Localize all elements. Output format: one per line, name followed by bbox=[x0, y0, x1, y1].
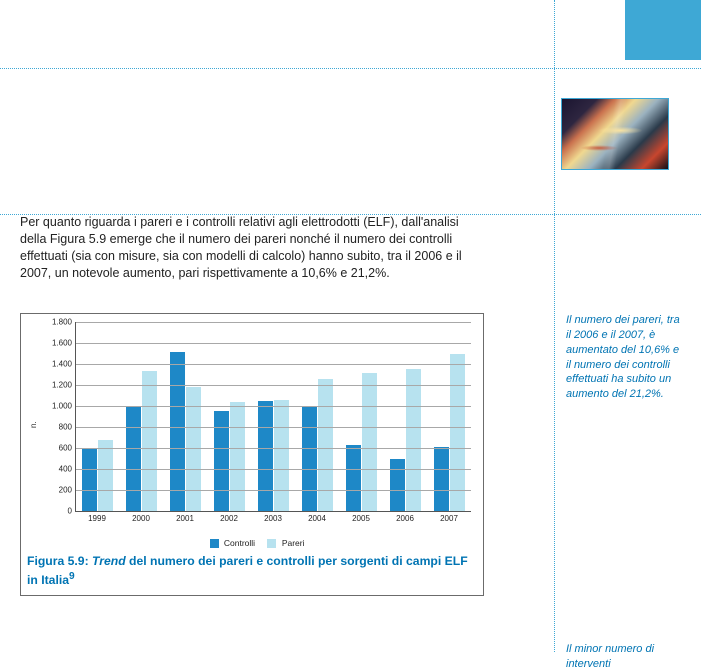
legend-label-pareri: Pareri bbox=[282, 538, 305, 548]
ytick-label: 600 bbox=[46, 444, 72, 453]
xcat-label: 1999 bbox=[75, 514, 119, 526]
gridline bbox=[76, 322, 471, 323]
bar-controlli bbox=[434, 447, 449, 511]
bar-group bbox=[208, 322, 252, 511]
legend-swatch-pareri bbox=[267, 539, 276, 548]
bar-group bbox=[252, 322, 296, 511]
bar-controlli bbox=[346, 445, 361, 511]
figure-caption: Figura 5.9: Trend del numero dei pareri … bbox=[27, 554, 477, 589]
bar-group bbox=[339, 322, 383, 511]
legend-label-controlli: Controlli bbox=[224, 538, 255, 548]
ytick-label: 200 bbox=[46, 486, 72, 495]
bar-group bbox=[383, 322, 427, 511]
chart-plot: 02004006008001.0001.2001.4001.6001.800 bbox=[75, 322, 471, 512]
ytick-label: 400 bbox=[46, 465, 72, 474]
gridline bbox=[76, 469, 471, 470]
gridline bbox=[76, 343, 471, 344]
gridline bbox=[76, 448, 471, 449]
figcap-sup: 9 bbox=[69, 571, 75, 582]
chart-bars bbox=[76, 322, 471, 511]
dotted-rule-1 bbox=[0, 68, 701, 69]
gridline bbox=[76, 385, 471, 386]
ytick-label: 800 bbox=[46, 423, 72, 432]
ytick-label: 1.200 bbox=[46, 381, 72, 390]
chart-ylabel: n. bbox=[29, 421, 38, 428]
xcat-label: 2004 bbox=[295, 514, 339, 526]
xcat-label: 2003 bbox=[251, 514, 295, 526]
xcat-label: 2000 bbox=[119, 514, 163, 526]
ytick-label: 1.600 bbox=[46, 339, 72, 348]
xcat-label: 2001 bbox=[163, 514, 207, 526]
bar-group bbox=[164, 322, 208, 511]
sidenote-2: Il minor numero di interventi bbox=[566, 642, 696, 672]
bar-controlli bbox=[126, 406, 141, 511]
gridline bbox=[76, 490, 471, 491]
ytick-label: 0 bbox=[46, 507, 72, 516]
figure-5-9: n. 02004006008001.0001.2001.4001.6001.80… bbox=[20, 313, 484, 596]
body-paragraph: Per quanto riguarda i pareri e i control… bbox=[20, 214, 480, 282]
bar-pareri bbox=[98, 440, 113, 511]
figcap-italic: Trend bbox=[92, 554, 126, 568]
bar-group bbox=[76, 322, 120, 511]
sidenote-1: Il numero dei pareri, tra il 2006 e il 2… bbox=[566, 313, 686, 402]
ytick-label: 1.800 bbox=[46, 318, 72, 327]
ytick-label: 1.400 bbox=[46, 360, 72, 369]
bar-controlli bbox=[302, 406, 317, 511]
figcap-prefix: Figura 5.9: bbox=[27, 554, 92, 568]
bar-group bbox=[295, 322, 339, 511]
xcat-label: 2002 bbox=[207, 514, 251, 526]
bar-pareri bbox=[230, 402, 245, 511]
bar-controlli bbox=[82, 448, 97, 511]
bar-group bbox=[427, 322, 471, 511]
chart-legend: Controlli Pareri bbox=[27, 538, 477, 548]
xcat-label: 2006 bbox=[383, 514, 427, 526]
bar-group bbox=[120, 322, 164, 511]
bar-pareri bbox=[318, 379, 333, 511]
bar-pareri bbox=[274, 400, 289, 511]
bar-controlli bbox=[170, 352, 185, 511]
chart-area: n. 02004006008001.0001.2001.4001.6001.80… bbox=[47, 322, 473, 534]
gridline bbox=[76, 406, 471, 407]
gridline bbox=[76, 427, 471, 428]
xcat-label: 2007 bbox=[427, 514, 471, 526]
bar-controlli bbox=[258, 401, 273, 511]
xcat-label: 2005 bbox=[339, 514, 383, 526]
dotted-rule-vertical bbox=[554, 0, 555, 652]
gridline bbox=[76, 364, 471, 365]
bar-pareri bbox=[450, 354, 465, 512]
ytick-label: 1.000 bbox=[46, 402, 72, 411]
bar-controlli bbox=[390, 459, 405, 512]
legend-swatch-controlli bbox=[210, 539, 219, 548]
thumbnail-image bbox=[561, 98, 669, 170]
chart-xcats: 199920002001200220032004200520062007 bbox=[75, 514, 471, 526]
header-accent-square bbox=[625, 0, 701, 60]
